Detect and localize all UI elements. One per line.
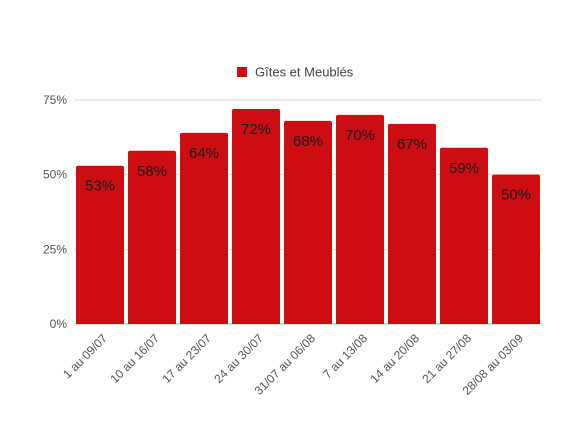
y-axis-tick-labels: 0% 25% 50% 75% bbox=[43, 93, 67, 331]
data-label: 70% bbox=[345, 127, 375, 144]
x-tick-label: 7 au 13/08 bbox=[320, 331, 370, 381]
data-labels: 53% 58% 64% 72% 68% 70% 67% 59% 50% bbox=[85, 121, 531, 204]
data-label: 58% bbox=[137, 163, 167, 180]
bars bbox=[76, 108, 540, 325]
x-tick-label: 21 au 27/08 bbox=[419, 331, 474, 386]
x-tick-label: 10 au 16/07 bbox=[107, 331, 162, 386]
data-label: 53% bbox=[85, 178, 115, 195]
x-tick-label: 1 au 09/07 bbox=[60, 331, 110, 381]
data-label: 59% bbox=[449, 160, 479, 177]
bar[interactable] bbox=[440, 147, 488, 324]
x-tick-label: 14 au 20/08 bbox=[367, 331, 422, 386]
bar[interactable] bbox=[232, 108, 280, 325]
bar[interactable] bbox=[128, 150, 176, 324]
x-tick-label: 17 au 23/07 bbox=[159, 331, 214, 386]
data-label: 68% bbox=[293, 133, 323, 150]
bar[interactable] bbox=[336, 114, 384, 324]
legend-label: Gîtes et Meublés bbox=[255, 65, 354, 80]
y-tick-label: 0% bbox=[50, 317, 68, 331]
y-tick-label: 75% bbox=[43, 93, 67, 107]
y-tick-label: 50% bbox=[43, 168, 67, 182]
bar[interactable] bbox=[180, 132, 228, 324]
data-label: 67% bbox=[397, 136, 427, 153]
bar[interactable] bbox=[284, 120, 332, 324]
data-label: 72% bbox=[241, 121, 271, 138]
x-tick-label: 24 au 30/07 bbox=[211, 331, 266, 386]
bar[interactable] bbox=[388, 123, 436, 324]
bar[interactable] bbox=[492, 174, 540, 324]
legend[interactable]: Gîtes et Meublés bbox=[237, 65, 354, 80]
y-tick-label: 25% bbox=[43, 242, 67, 256]
legend-swatch bbox=[237, 67, 247, 77]
bar[interactable] bbox=[76, 165, 124, 324]
data-label: 64% bbox=[189, 145, 219, 162]
data-label: 50% bbox=[501, 187, 531, 204]
